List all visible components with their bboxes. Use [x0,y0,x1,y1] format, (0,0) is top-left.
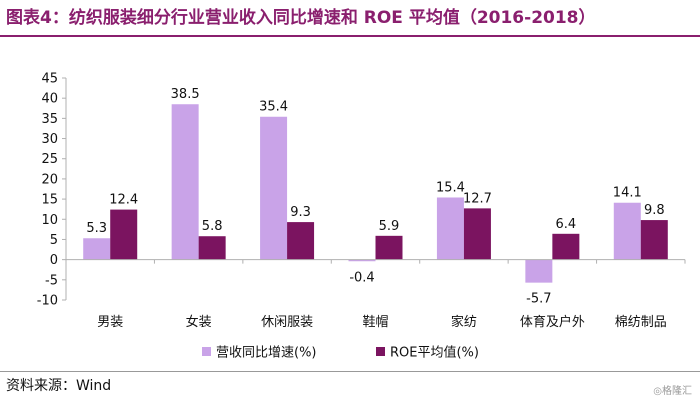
category-label: 家纺 [451,314,477,330]
data-label: 35.4 [259,100,288,115]
data-label: 6.4 [556,217,577,232]
y-tick-label: 0 [50,253,58,268]
data-label: 9.8 [644,203,665,218]
bar-revenue-growth-2 [260,116,288,260]
bar-revenue-growth-1 [171,104,199,260]
y-tick-label: 25 [41,152,58,167]
legend-label: ROE平均值(%) [390,345,479,361]
category-label: 鞋帽 [362,314,388,330]
data-label: 14.1 [613,186,642,201]
bar-chart: -10 -5 0 5 10 15 20 25 30 35 40 45 5.3 38.5 35.4 -0.4 1… [37,72,686,361]
data-label: 9.3 [290,205,311,220]
data-label: -5.7 [526,292,551,307]
bar-revenue-growth-6 [613,202,641,260]
y-tick-label: -10 [37,294,58,309]
y-tick-label: 10 [41,213,58,228]
data-label: 5.9 [379,219,400,234]
data-label: 38.5 [171,87,200,102]
bar-roe-6 [640,220,668,260]
legend: 营收同比增速(%) ROE平均值(%) [202,345,479,361]
data-label: 12.4 [109,193,138,208]
data-label: -0.4 [349,271,374,286]
y-tick-label: 20 [41,172,58,187]
data-label: 12.7 [463,191,492,206]
data-label: 5.8 [202,219,223,234]
data-label: 5.3 [86,221,107,236]
y-tick-label: 45 [41,72,58,87]
category-label: 休闲服装 [261,315,313,330]
y-tick-label: 40 [41,92,58,107]
category-label: 女装 [186,314,212,330]
footer-divider [0,371,700,372]
source-note: 资料来源：Wind [6,378,112,394]
chart-title: 图表4：纺织服装细分行业营业收入同比增速和 ROE 平均值（2016-2018） [6,8,596,28]
title-divider [0,35,700,37]
bar-roe-3 [375,235,403,260]
bars: 5.3 38.5 35.4 -0.4 15.4 -5.7 14.1 12.4 5.8 9.3 5.9… [83,87,668,307]
bar-revenue-growth-3 [348,259,376,262]
bar-roe-0 [110,209,138,260]
y-tick-label: 35 [41,112,58,127]
legend-swatch [202,347,211,356]
y-axis: -10 -5 0 5 10 15 20 25 30 35 40 45 [37,72,67,309]
y-tick-label: -5 [45,273,58,288]
category-label: 棉纺制品 [615,315,667,330]
category-label: 体育及户外 [520,314,585,330]
bar-roe-1 [198,236,226,260]
bar-roe-5 [552,233,580,260]
bar-revenue-growth-4 [436,197,464,260]
x-axis: 男装 女装 休闲服装 鞋帽 家纺 体育及户外 棉纺制品 [65,259,686,330]
watermark: ◎格隆汇 [653,386,692,397]
data-label: 15.4 [436,180,465,195]
legend-swatch [376,347,385,356]
y-tick-label: 15 [41,193,58,208]
bar-roe-4 [463,208,491,260]
y-tick-label: 30 [41,132,58,147]
bar-revenue-growth-5 [525,259,553,283]
bar-roe-2 [287,222,315,260]
legend-label: 营收同比增速(%) [216,346,317,361]
y-tick-label: 5 [50,233,58,248]
bar-revenue-growth-0 [83,238,111,260]
category-label: 男装 [97,315,123,330]
